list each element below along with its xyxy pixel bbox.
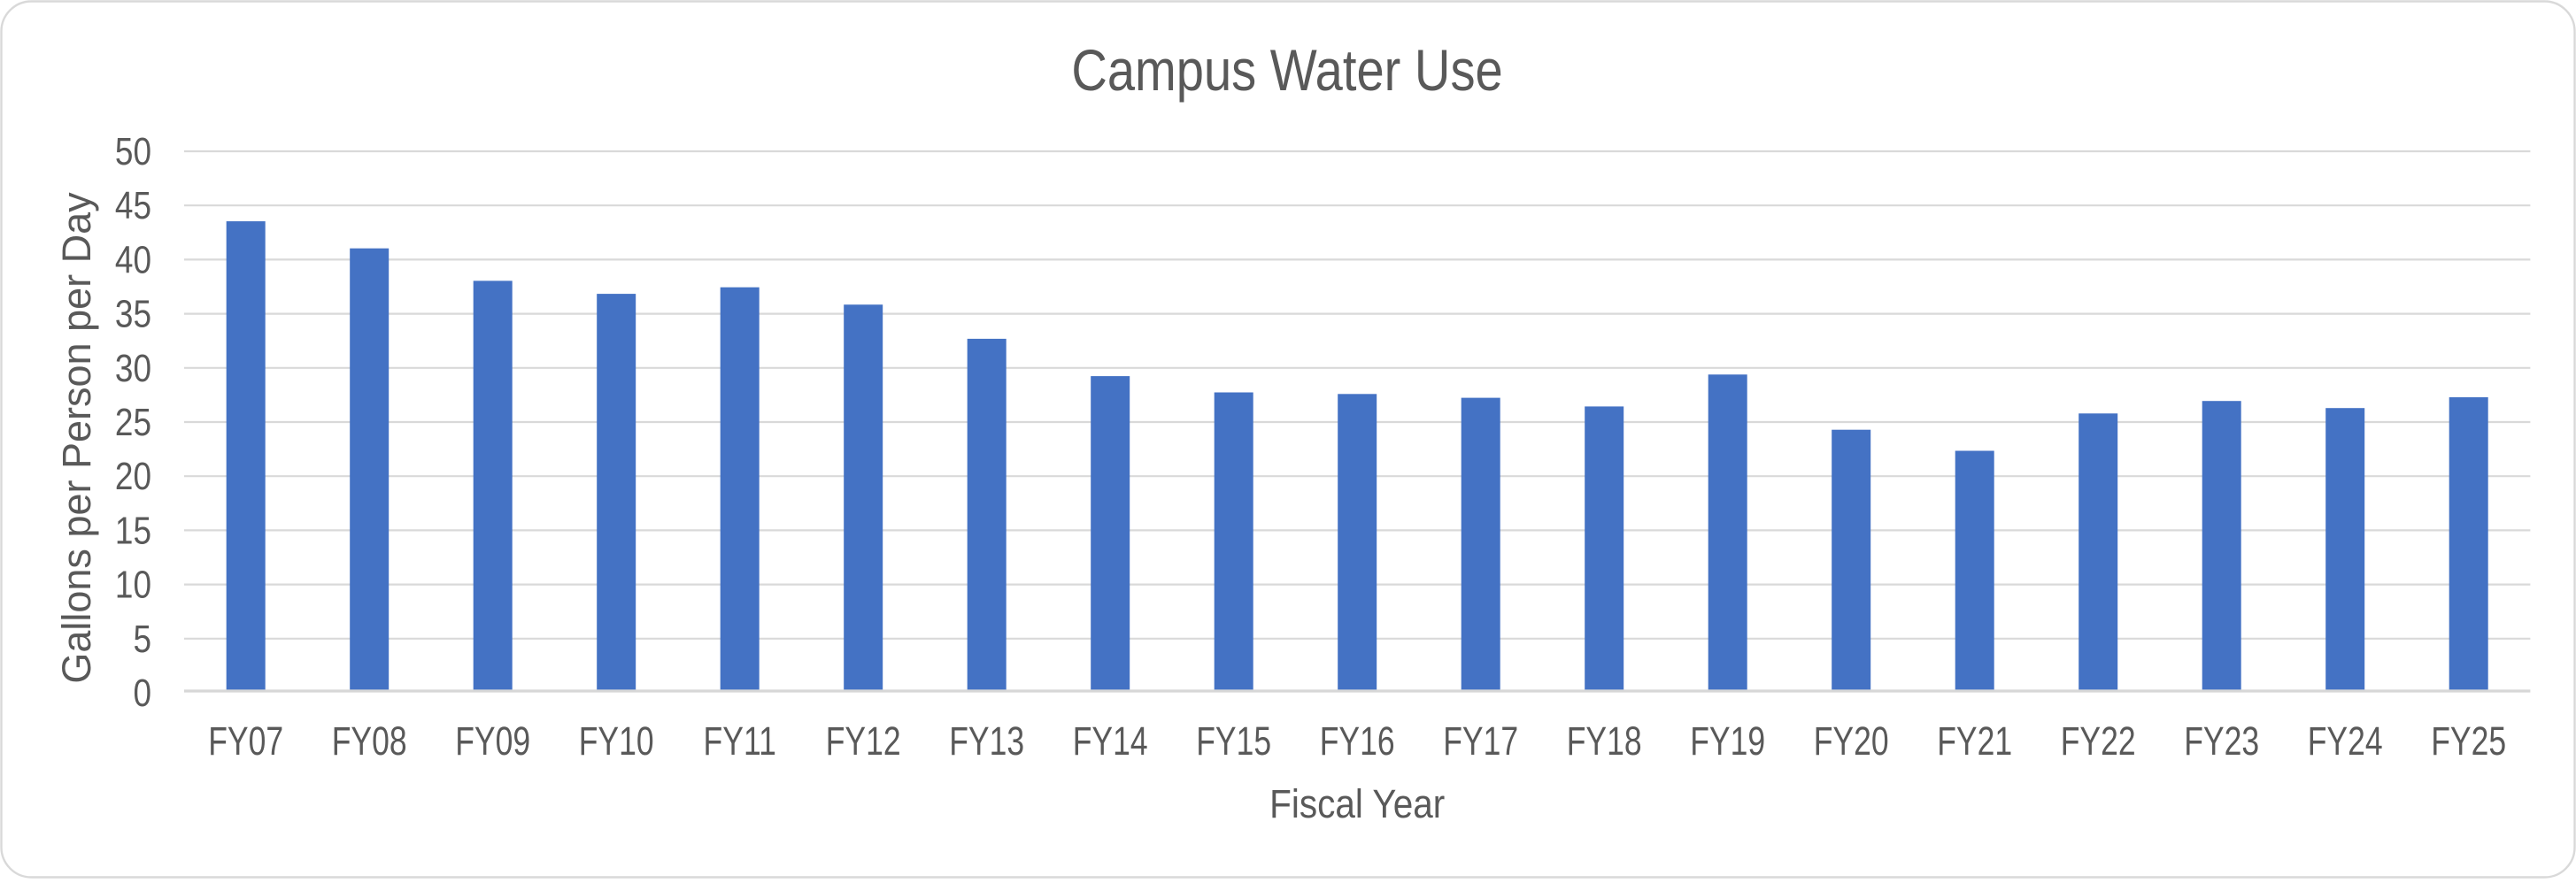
svg-text:FY24: FY24 [2308,718,2383,764]
svg-text:FY15: FY15 [1196,718,1271,764]
svg-text:Campus Water Use: Campus Water Use [1071,38,1502,103]
svg-text:Fiscal Year: Fiscal Year [1269,782,1445,826]
svg-text:10: 10 [115,563,151,607]
svg-text:Gallons per Person per Day: Gallons per Person per Day [54,192,99,684]
svg-text:FY08: FY08 [332,718,407,764]
svg-text:FY12: FY12 [826,718,901,764]
svg-text:30: 30 [115,346,151,390]
svg-text:5: 5 [133,617,151,661]
svg-text:FY10: FY10 [579,718,654,764]
svg-text:50: 50 [115,129,151,173]
svg-text:FY25: FY25 [2431,718,2506,764]
svg-text:FY18: FY18 [1567,718,1642,764]
svg-text:FY16: FY16 [1320,718,1395,764]
svg-text:FY13: FY13 [949,718,1024,764]
svg-text:FY23: FY23 [2184,718,2259,764]
svg-text:15: 15 [115,508,151,552]
svg-text:25: 25 [115,400,151,444]
svg-text:35: 35 [115,292,151,336]
svg-text:40: 40 [115,237,151,281]
svg-text:FY20: FY20 [1814,718,1889,764]
svg-text:FY07: FY07 [208,718,283,764]
svg-text:FY22: FY22 [2061,718,2136,764]
svg-text:FY14: FY14 [1073,718,1148,764]
svg-text:FY19: FY19 [1690,718,1765,764]
svg-text:FY09: FY09 [455,718,530,764]
svg-text:45: 45 [115,183,151,227]
svg-text:0: 0 [133,671,151,715]
svg-text:FY17: FY17 [1443,718,1518,764]
svg-text:20: 20 [115,454,151,498]
svg-text:FY21: FY21 [1937,718,2012,764]
svg-text:FY11: FY11 [704,718,776,764]
